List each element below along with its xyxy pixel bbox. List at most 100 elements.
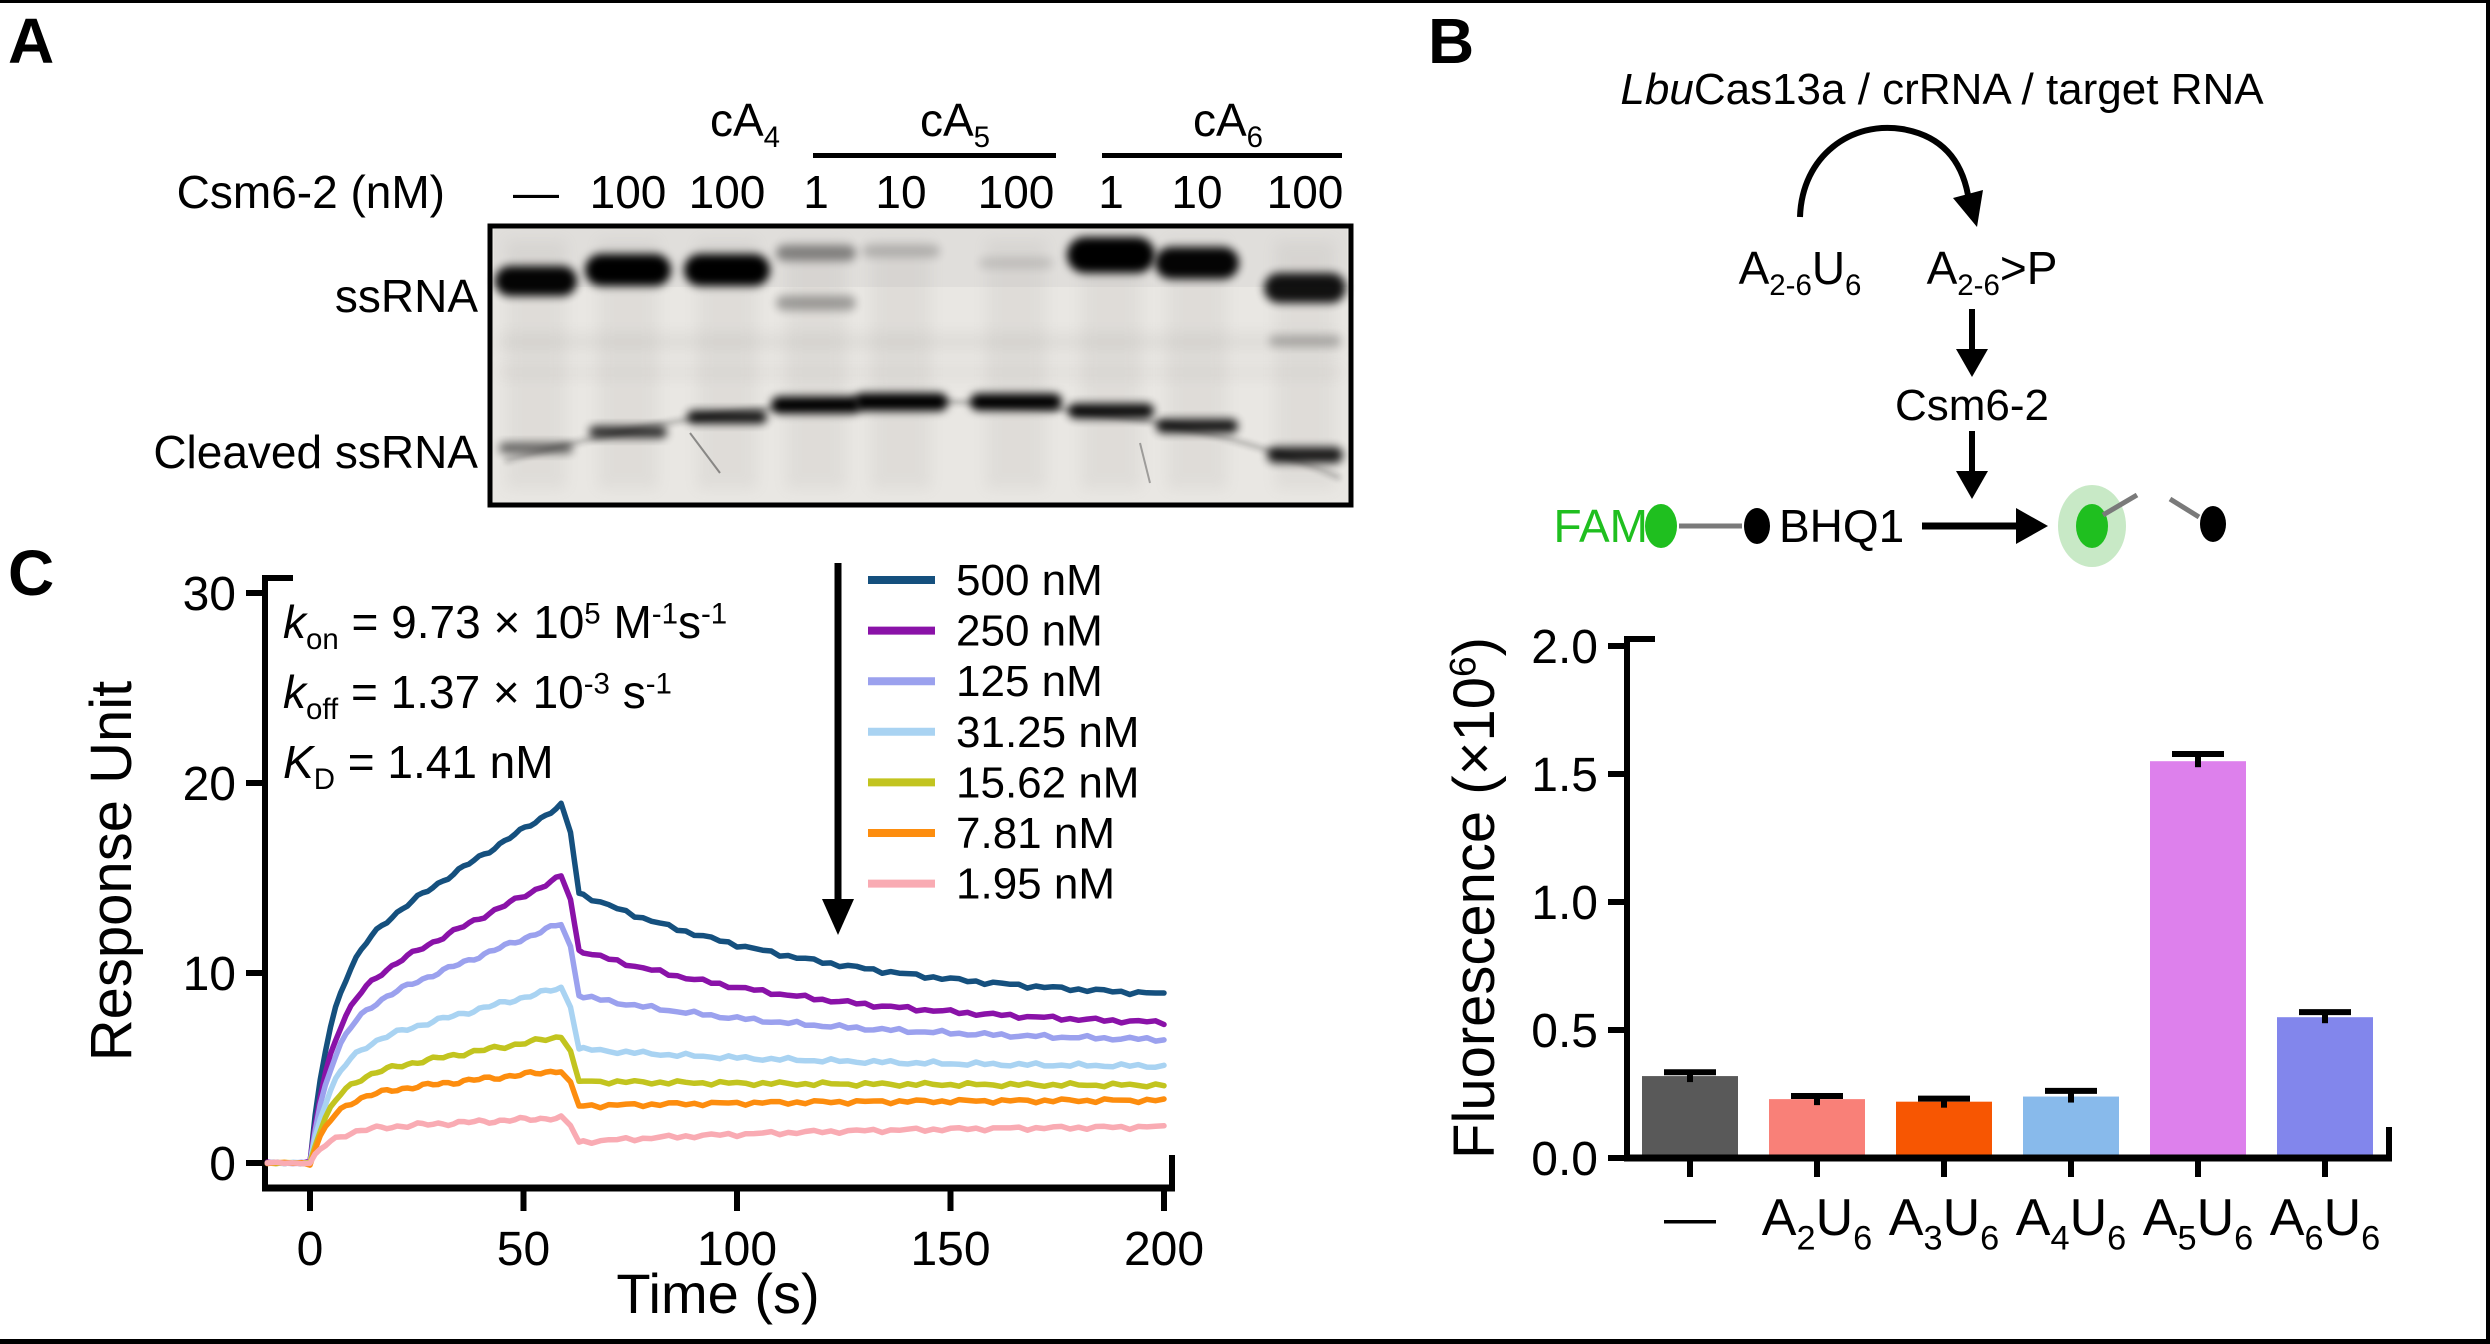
gel-band-ssrna-lane4 — [776, 245, 856, 261]
gel-lane-streak-5 — [871, 240, 931, 489]
lane-label-3: 100 — [688, 166, 766, 218]
curved-arrow-head — [1953, 190, 1983, 227]
kon-annotation: kon = 9.73 × 105 M-1s-1 — [283, 596, 728, 657]
kd-annotation: KD = 1.41 nM — [283, 736, 554, 797]
gel-band-ssrna-lane7 — [1067, 237, 1155, 273]
lane-label-7: 1 — [1098, 166, 1124, 218]
bar-category-label-5: A5U6 — [2143, 1189, 2253, 1258]
substrate-label: A2-6U6 — [1738, 242, 1862, 303]
enzyme-label: Csm6-2 — [1894, 381, 2050, 430]
gel-band-cleaved-lane5 — [854, 393, 948, 411]
group-label-ca4: cA4 — [709, 94, 781, 155]
group-label-ca6: cA6 — [1192, 94, 1264, 155]
bar-category-label-1: — — [1664, 1189, 1716, 1247]
bar-y-tick-label-1: 1.0 — [1531, 877, 1598, 930]
gel-scratch — [689, 432, 721, 474]
group-label-ca5: cA5 — [919, 94, 991, 155]
bar-y-tick-label-0: 0.0 — [1531, 1133, 1598, 1186]
gel-lane-streak-4 — [786, 240, 846, 489]
bar-category-label-2: A2U6 — [1762, 1189, 1872, 1258]
bar- — [1642, 1076, 1738, 1158]
gel-band-cleaved-lane7 — [1068, 403, 1154, 419]
ssrna-label: ssRNA — [334, 270, 478, 322]
spr-curve-15.62-nM — [264, 1034, 1167, 1167]
spr-curve-1.95-nM — [264, 1113, 1167, 1167]
down-arrow-2-head — [1956, 471, 1988, 499]
gel-band-cleaved-lane3 — [687, 410, 767, 424]
gel-band-ssrna-lane9 — [1264, 273, 1346, 303]
lane-label-8: 10 — [1171, 166, 1223, 218]
spr-x-tick-label-100: 100 — [697, 1223, 777, 1276]
panel-b-label: B — [1428, 5, 1475, 77]
product-label: A2-6>P — [1926, 242, 2058, 303]
reaction-scheme-graphics — [1645, 124, 2226, 567]
bhq-dot — [1744, 508, 1770, 544]
bhq-dot-cleaved — [2200, 506, 2226, 542]
legend-label-31.25-nM: 31.25 nM — [956, 708, 1139, 757]
spr-y-tick-label-10: 10 — [183, 948, 236, 1001]
gel-band-ssrna-lane8 — [1155, 247, 1239, 279]
spr-curve-250-nM — [264, 873, 1167, 1167]
spr-y-tick-label-30: 30 — [183, 568, 236, 621]
fam-label: FAM — [1553, 500, 1648, 552]
legend-label-7.81-nM: 7.81 nM — [956, 809, 1115, 858]
gel-band-ssrna-lane9 — [1269, 335, 1341, 347]
spr-curve-125-nM — [264, 921, 1167, 1167]
bar-category-label-3: A3U6 — [1889, 1189, 1999, 1258]
bar-A4U6 — [2023, 1096, 2119, 1158]
panel-a-label: A — [8, 5, 55, 77]
spr-x-tick-label-200: 200 — [1124, 1223, 1204, 1276]
legend-label-125-nM: 125 nM — [956, 657, 1103, 706]
koff-annotation: koff = 1.37 × 10-3 s-1 — [283, 666, 672, 727]
cleaved-linker-1 — [2101, 492, 2139, 518]
gel-band-ssrna-lane4 — [776, 295, 856, 311]
gel-band-ssrna-lane6 — [979, 257, 1053, 269]
gel-band-cleaved-lane2 — [589, 426, 667, 438]
gel-scratch — [1139, 442, 1151, 484]
bar-A5U6 — [2150, 761, 2246, 1158]
legend-label-250-nM: 250 nM — [956, 607, 1103, 656]
spr-x-tick-label-50: 50 — [497, 1223, 550, 1276]
gel-lane-streak-6 — [986, 240, 1046, 489]
reporter-arrow-head — [2016, 508, 2048, 544]
lane-label-2: 100 — [589, 166, 667, 218]
gel-band-cleaved-lane1 — [499, 442, 573, 454]
bhq-label: BHQ1 — [1779, 500, 1905, 552]
spr-curve-7.81-nM — [264, 1068, 1167, 1168]
legend-label-15.62-nM: 15.62 nM — [956, 758, 1139, 807]
gel-image — [487, 223, 1354, 508]
cleaved-linker-2 — [2168, 496, 2201, 520]
bar-A2U6 — [1769, 1099, 1865, 1158]
cleaved-ssrna-label: Cleaved ssRNA — [153, 426, 478, 478]
spr-x-axis-title: Time (s) — [616, 1262, 820, 1325]
spr-y-tick-label-0: 0 — [209, 1138, 236, 1191]
gel-band-ssrna-lane5 — [862, 244, 940, 258]
bar-y-tick-label-2: 2.0 — [1531, 621, 1598, 674]
curved-arrow — [1797, 124, 1971, 218]
bar-A6U6 — [2277, 1017, 2373, 1158]
bar-category-label-4: A4U6 — [2016, 1189, 2126, 1258]
bar-y-tick-label-0.5: 0.5 — [1531, 1005, 1598, 1058]
gel-lane-streak-7 — [1081, 240, 1141, 489]
gel-band-cleaved-lane6 — [970, 393, 1062, 411]
group-underline-ca6 — [1102, 153, 1342, 158]
lane-label-5: 10 — [875, 166, 927, 218]
fam-dot — [1645, 504, 1677, 548]
spr-curve-500-nM — [264, 800, 1167, 1167]
legend-concentration-arrow-head — [822, 899, 854, 935]
bar-category-label-6: A6U6 — [2270, 1189, 2380, 1258]
gel-band-cleaved-lane9 — [1267, 447, 1343, 463]
csm-row-label: Csm6-2 (nM) — [176, 166, 445, 218]
spr-y-tick-label-20: 20 — [183, 758, 236, 811]
lane-label-1: — — [513, 166, 559, 218]
gel-band-cleaved-lane8 — [1156, 419, 1238, 433]
lane-label-4: 1 — [803, 166, 829, 218]
fam-dot-cleaved — [2076, 504, 2108, 548]
gel-band-ssrna-lane2 — [585, 254, 671, 286]
legend-label-1.95-nM: 1.95 nM — [956, 860, 1115, 909]
gel-band-cleaved-lane4 — [771, 396, 861, 414]
scheme-title: LbuCas13a / crRNA / target RNA — [1620, 65, 2264, 114]
spr-x-tick-label-0: 0 — [297, 1223, 324, 1276]
